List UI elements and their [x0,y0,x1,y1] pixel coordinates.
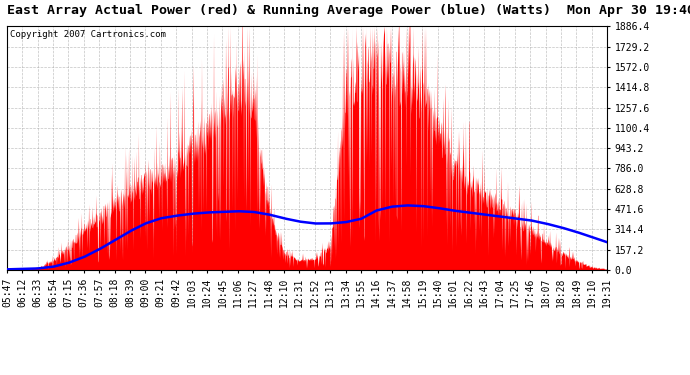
Text: Copyright 2007 Cartronics.com: Copyright 2007 Cartronics.com [10,30,166,39]
Text: East Array Actual Power (red) & Running Average Power (blue) (Watts)  Mon Apr 30: East Array Actual Power (red) & Running … [7,4,690,17]
